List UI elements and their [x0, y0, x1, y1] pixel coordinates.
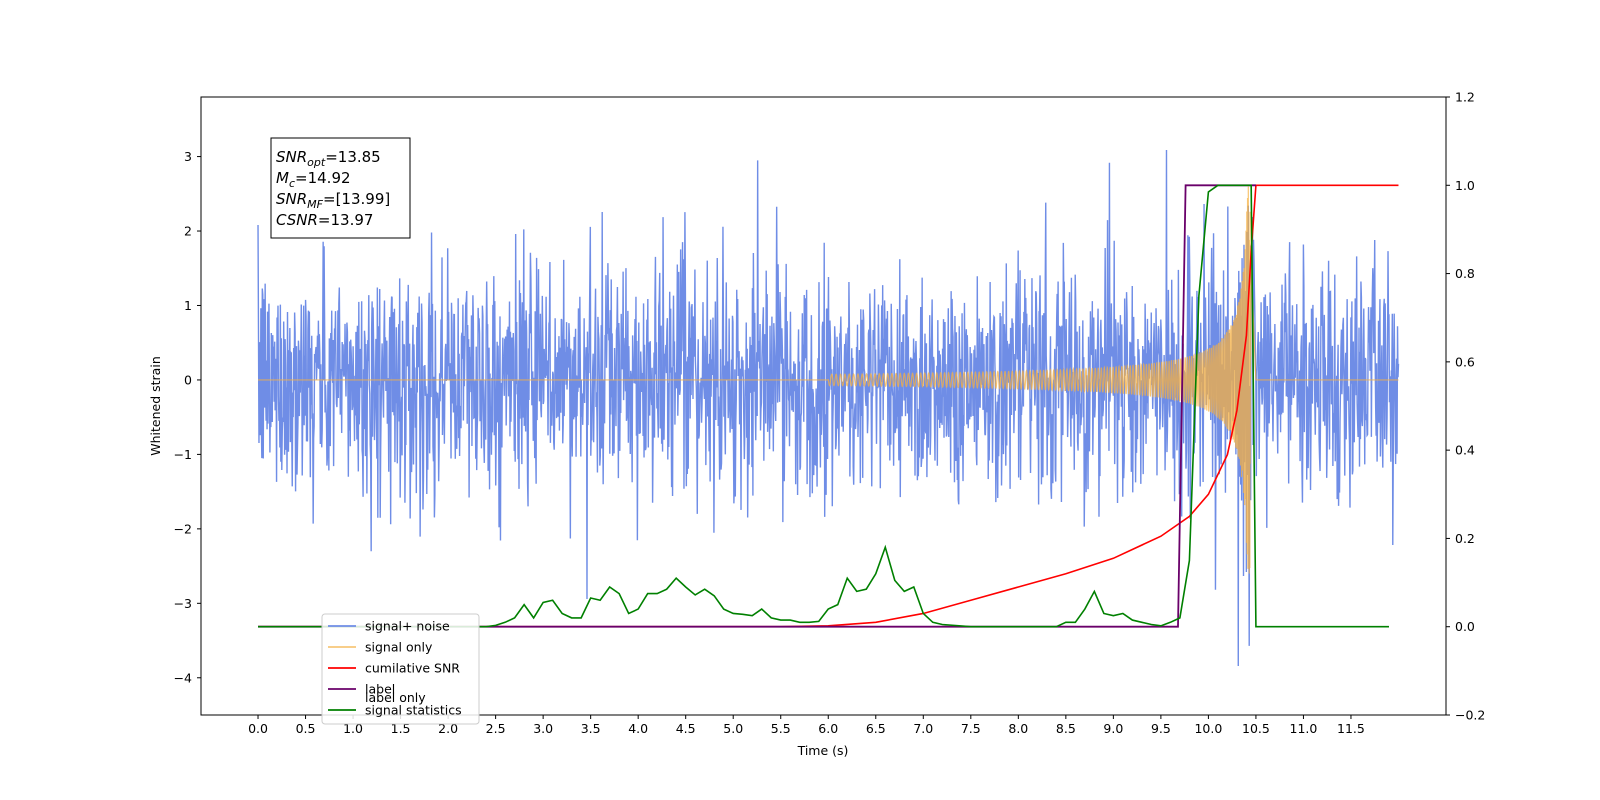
- x-tick-label: 9.0: [1103, 721, 1123, 736]
- y-tick-label: 3: [184, 149, 192, 164]
- x-tick-label: 5.5: [771, 721, 791, 736]
- y-tick-label: 0: [184, 372, 192, 387]
- stat-line: CSNR=13.97: [276, 211, 373, 229]
- stat-line: Mc=14.92: [276, 169, 351, 190]
- x-tick-label: 2.0: [438, 721, 458, 736]
- x-tick-label: 8.0: [1008, 721, 1028, 736]
- y-tick-label: 2: [184, 224, 192, 239]
- series-signal-only: [258, 186, 1399, 574]
- y2-tick-label: 0.6: [1455, 354, 1475, 369]
- x-tick-label: 3.0: [533, 721, 553, 736]
- y-tick-label: −3: [174, 596, 192, 611]
- stat-line: SNRMF=[13.99]: [276, 190, 390, 211]
- stats-annotation-box: SNRopt=13.85Mc=14.92SNRMF=[13.99]CSNR=13…: [270, 137, 411, 239]
- y-axis-label: Whitened strain: [148, 356, 163, 455]
- series-label: [258, 184, 1256, 628]
- y2-tick-label: 1.2: [1455, 90, 1475, 105]
- x-tick-label: 0.5: [296, 721, 316, 736]
- x-tick-label: 10.0: [1194, 721, 1222, 736]
- stat-line: SNRopt=13.85: [276, 148, 381, 169]
- x-tick-label: 7.0: [913, 721, 933, 736]
- x-tick-label: 8.5: [1056, 721, 1076, 736]
- y2-tick-label: −0.2: [1455, 708, 1485, 723]
- x-tick-label: 2.5: [486, 721, 506, 736]
- y2-tick-label: 0.2: [1455, 531, 1475, 546]
- x-tick-label: 11.5: [1337, 721, 1365, 736]
- x-tick-label: 1.0: [343, 721, 363, 736]
- x-axis-label: Time (s): [797, 743, 849, 758]
- legend-entry-label-hidden: label only: [365, 690, 426, 705]
- legend: signal+ noise signal only cumilative SNR la…: [321, 613, 480, 725]
- y2-tick-label: 0.0: [1455, 619, 1475, 634]
- legend-frame: [321, 613, 480, 725]
- y2-tick-label: 0.8: [1455, 266, 1475, 281]
- y-tick-label: −4: [174, 670, 192, 685]
- x-tick-label: 6.0: [818, 721, 838, 736]
- x-tick-label: 4.0: [628, 721, 648, 736]
- x-tick-label: 9.5: [1151, 721, 1171, 736]
- legend-entry-label: signal statistics: [365, 703, 462, 718]
- y-tick-label: 1: [184, 298, 192, 313]
- legend-entry-label: signal+ noise: [365, 619, 450, 634]
- x-tick-label: 10.5: [1242, 721, 1270, 736]
- y-tick-label: −2: [174, 521, 192, 536]
- series-cumilative-snr: [258, 184, 1399, 628]
- series-signal-statistics: [258, 184, 1389, 628]
- x-tick-label: 4.5: [676, 721, 696, 736]
- legend-entry-label: signal only: [365, 640, 433, 655]
- x-tick-label: 11.0: [1290, 721, 1318, 736]
- plot-frame: [200, 96, 1447, 716]
- x-tick-label: 3.5: [581, 721, 601, 736]
- x-tick-label: 0.0: [248, 721, 268, 736]
- y2-tick-label: 1.0: [1455, 178, 1475, 193]
- x-tick-label: 6.5: [866, 721, 886, 736]
- series-layer: [257, 150, 1400, 666]
- axes-layer: 0.0 0.5 1.0 1.5 2.0 2.5 3.0 3.5 4.0 4.5 5.0 5.5 6.0 6…: [174, 90, 1486, 737]
- y2-tick-label: 0.4: [1455, 443, 1475, 458]
- legend-entry-label: cumilative SNR: [365, 661, 460, 676]
- x-tick-label: 1.5: [391, 721, 411, 736]
- x-tick-label: 5.0: [723, 721, 743, 736]
- y-tick-label: −1: [174, 447, 192, 462]
- x-tick-label: 7.5: [961, 721, 981, 736]
- legend-entry-label: label: [365, 682, 395, 697]
